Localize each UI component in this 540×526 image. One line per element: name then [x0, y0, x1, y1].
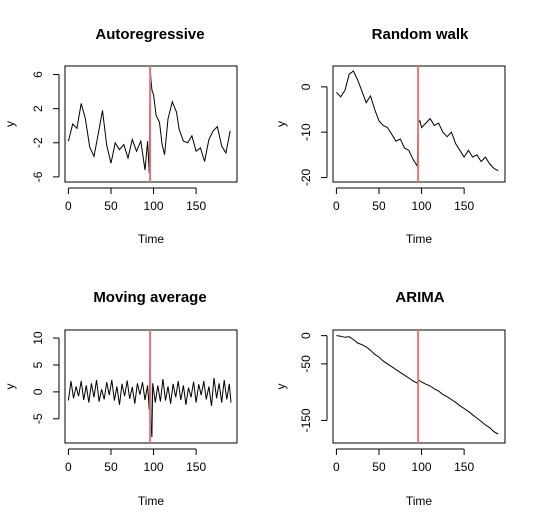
panel-1-title: Autoregressive	[95, 26, 204, 43]
panel-4-title: ARIMA	[395, 289, 444, 306]
panel-4-y-tick-label: -150	[299, 408, 313, 432]
panel-1-y-axis-label: y	[3, 121, 17, 127]
panel-2-title: Random walk	[372, 26, 469, 43]
panel-4-x-tick-label: 100	[412, 460, 432, 474]
panel-3-x-tick-label: 100	[144, 460, 164, 474]
panel-3-y-tick-label: -5	[31, 413, 45, 424]
panel-2-y-axis-label: y	[274, 121, 288, 127]
panel-3-y-tick-label: 0	[31, 388, 45, 395]
panel-2-y-tick-label: -20	[299, 168, 313, 186]
panel-1-x-tick-label: 0	[65, 199, 72, 213]
panel-2-x-tick-label: 100	[412, 199, 432, 213]
panel-4-x-tick-label: 50	[372, 460, 386, 474]
panel-4-x-axis-label: Time	[406, 494, 433, 508]
panel-2-x-tick-label: 0	[333, 199, 340, 213]
panel-3-x-tick-label: 0	[65, 460, 72, 474]
panel-3-x-axis-label: Time	[138, 494, 165, 508]
panel-3-y-tick-label: 5	[31, 361, 45, 368]
panel-4-y-axis-label: y	[274, 384, 288, 390]
panel-4-x-tick-label: 150	[454, 460, 474, 474]
panel-3-x-tick-label: 150	[186, 460, 206, 474]
panel-1-x-tick-label: 50	[104, 199, 118, 213]
panel-4-y-tick-label: -50	[299, 355, 313, 373]
panel-1-y-tick-label: -2	[31, 137, 45, 148]
panel-1-y-tick-label: 6	[31, 71, 45, 78]
panel-1-y-tick-label: -6	[31, 171, 45, 182]
panel-2-x-axis-label: Time	[406, 232, 433, 246]
panel-1-y-tick-label: 2	[31, 105, 45, 112]
panel-2-x-tick-label: 150	[454, 199, 474, 213]
panel-4-y-tick-label: 0	[299, 332, 313, 339]
panel-2-x-tick-label: 50	[372, 199, 386, 213]
panel-3-y-tick-label: 10	[31, 331, 45, 345]
panel-1-x-axis-label: Time	[138, 232, 165, 246]
panel-1-x-tick-label: 100	[144, 199, 164, 213]
panel-3-x-tick-label: 50	[104, 460, 118, 474]
panel-3-y-axis-label: y	[3, 384, 17, 390]
panel-2-y-tick-label: -10	[299, 123, 313, 141]
panel-1-x-tick-label: 150	[186, 199, 206, 213]
panel-2-y-tick-label: 0	[299, 83, 313, 90]
panel-3-title: Moving average	[93, 289, 206, 306]
panel-4-x-tick-label: 0	[333, 460, 340, 474]
